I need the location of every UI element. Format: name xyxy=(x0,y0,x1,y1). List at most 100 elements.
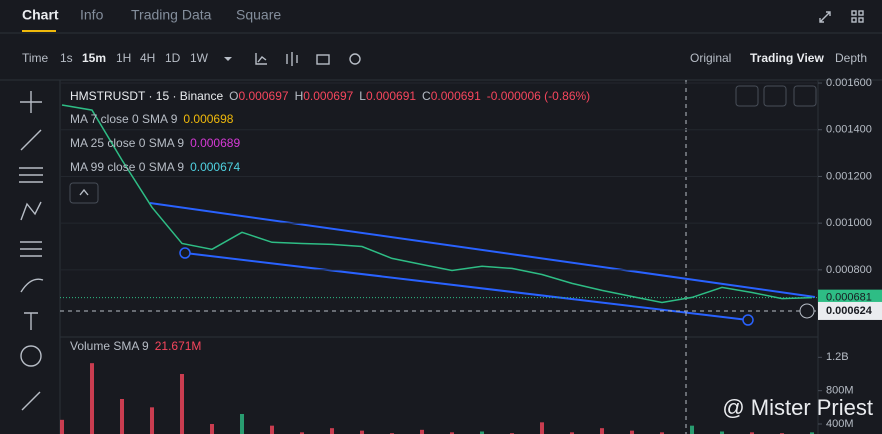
interval[interactable]: 1W xyxy=(190,51,209,65)
volume-title: Volume SMA 9 xyxy=(70,339,149,353)
add-alert-button[interactable] xyxy=(799,303,815,319)
ohlc-label: L xyxy=(359,89,366,103)
fullscreen-icon[interactable] xyxy=(819,11,831,23)
collapse-legend-button[interactable] xyxy=(69,182,99,204)
ohlc-label: O xyxy=(229,89,238,103)
volume-bar xyxy=(240,414,244,434)
interval[interactable]: 1s xyxy=(60,51,73,65)
trend-handle[interactable] xyxy=(179,247,191,259)
settings-icon xyxy=(851,17,857,23)
brush-tool[interactable] xyxy=(20,278,44,293)
interval[interactable]: 4H xyxy=(140,51,155,65)
trend-handle[interactable] xyxy=(742,314,754,326)
volume-bar xyxy=(270,425,274,434)
ma-value: 0.000689 xyxy=(190,136,240,150)
last-price-label: 0.000681 xyxy=(826,292,872,304)
crosshair-tool[interactable] xyxy=(20,91,42,113)
last-price-box xyxy=(818,289,882,306)
volume-bar xyxy=(570,432,574,434)
volume-bar xyxy=(300,432,304,434)
screenshot-icon[interactable] xyxy=(316,54,330,65)
line-tool[interactable] xyxy=(20,129,42,151)
ma-label: MA 7 close 0 SMA 9 xyxy=(70,112,178,126)
y-tick-label: 0.001600 xyxy=(826,77,872,89)
volume-bar xyxy=(480,431,484,434)
volume-bar xyxy=(420,429,424,434)
ohlc-value: 0.000691 xyxy=(431,89,481,103)
ma-label: MA 25 close 0 SMA 9 xyxy=(70,136,184,150)
y-tick-label: 400M xyxy=(826,418,854,430)
ohlc-label: H xyxy=(295,89,304,103)
settings-icon xyxy=(858,17,864,23)
ruler-tool[interactable] xyxy=(21,391,41,411)
volume-bar xyxy=(810,432,814,434)
tab[interactable]: Info xyxy=(80,7,104,23)
interval: Time xyxy=(22,51,49,65)
fib-tool[interactable] xyxy=(20,241,42,257)
volume-bar xyxy=(660,432,664,434)
volume-bar xyxy=(150,407,154,434)
crosshair-box xyxy=(818,301,882,320)
y-tick-label: 0.001000 xyxy=(826,217,872,229)
channel-tool[interactable] xyxy=(19,167,43,183)
scroll-button[interactable] xyxy=(735,85,759,107)
interval[interactable]: 1D xyxy=(165,51,181,65)
y-tick-label: 0.001200 xyxy=(826,170,872,182)
ma-value: 0.000698 xyxy=(183,112,233,126)
maximize-button[interactable] xyxy=(793,85,817,107)
ma-value: 0.000674 xyxy=(190,160,240,174)
trend-line[interactable] xyxy=(149,202,816,298)
volume-bar xyxy=(180,374,184,434)
ma-legend: MA 99 close 0 SMA 9 0.000674 xyxy=(70,160,240,174)
volume-bar xyxy=(600,428,604,434)
volume-bar xyxy=(540,422,544,434)
y-tick-label: 0.001400 xyxy=(826,124,872,136)
volume-bar xyxy=(750,432,754,434)
tab[interactable]: Chart xyxy=(22,7,59,23)
tab[interactable]: Square xyxy=(236,7,281,23)
dropdown-icon[interactable] xyxy=(224,57,232,61)
watermark: @ Mister Priest xyxy=(722,395,873,420)
crosshair-label: 0.000624 xyxy=(826,305,873,317)
settings-icon[interactable] xyxy=(851,10,857,16)
view-option[interactable]: Trading View xyxy=(750,51,824,65)
y-tick-label: 0.000800 xyxy=(826,264,872,276)
ohlc-value: 0.000697 xyxy=(303,89,353,103)
ohlc-value: 0.000691 xyxy=(366,89,416,103)
text-tool[interactable] xyxy=(24,312,38,330)
price-line xyxy=(61,104,813,304)
ma-label: MA 99 close 0 SMA 9 xyxy=(70,160,184,174)
volume-sma: 21.671M xyxy=(155,339,202,353)
interval[interactable]: 1H xyxy=(116,51,131,65)
ma-legend: MA 7 close 0 SMA 9 0.000698 xyxy=(70,112,234,126)
indicator-icon[interactable] xyxy=(255,53,267,65)
plot xyxy=(60,82,818,434)
volume-bar xyxy=(90,363,94,434)
y-tick-label: 1.2B xyxy=(826,351,849,363)
candle-type-icon[interactable] xyxy=(286,52,298,66)
view-option[interactable]: Original xyxy=(690,51,731,65)
collapse-button[interactable] xyxy=(763,85,787,107)
volume-bar xyxy=(690,425,694,434)
change: -0.000006 (-0.86%) xyxy=(487,89,590,103)
volume-bar xyxy=(120,399,124,434)
ma-legend: MA 25 close 0 SMA 9 0.000689 xyxy=(70,136,240,150)
pattern-tool[interactable] xyxy=(20,201,42,221)
volume-legend: Volume SMA 9 21.671M xyxy=(70,339,201,353)
legend: HMSTRUSDT · 15 · Binance O0.000697 H0.0006… xyxy=(70,89,590,103)
y-tick-label: 800M xyxy=(826,385,854,397)
interval[interactable]: 15m xyxy=(82,51,106,65)
settings-icon xyxy=(858,10,864,16)
trend-line[interactable] xyxy=(184,252,749,321)
tab[interactable]: Trading Data xyxy=(131,7,212,23)
volume-bar xyxy=(720,431,724,434)
ohlc-value: 0.000697 xyxy=(239,89,289,103)
emoji-tool[interactable] xyxy=(20,345,42,367)
view-option[interactable]: Depth xyxy=(835,51,867,65)
add-icon[interactable] xyxy=(349,53,361,65)
volume-bar xyxy=(450,432,454,434)
volume-bar xyxy=(330,428,334,434)
ohlc-label: C xyxy=(422,89,431,103)
